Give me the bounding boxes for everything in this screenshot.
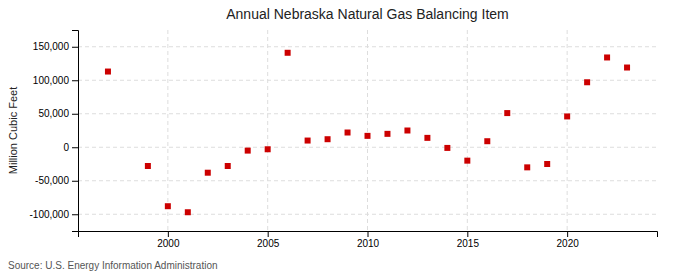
x-grid-line bbox=[167, 30, 168, 231]
x-axis: 2000 2005 2010 2015 2020 bbox=[79, 231, 658, 249]
y-tick-mark bbox=[72, 114, 78, 115]
x-grid-line bbox=[467, 30, 468, 231]
plot-area: 2000 2005 2010 2015 2020 -100,000 -50,000 0 50,0… bbox=[30, 30, 658, 249]
point bbox=[245, 148, 251, 154]
y-tick: 50,000 bbox=[38, 108, 78, 119]
x-grid-line bbox=[567, 30, 568, 231]
source: Source: U.S. Energy Information Administ… bbox=[8, 260, 218, 271]
point bbox=[424, 135, 430, 141]
y-tick-mark bbox=[72, 80, 78, 81]
y-tick-mark bbox=[72, 47, 78, 48]
point bbox=[484, 138, 490, 144]
point bbox=[305, 138, 311, 144]
point bbox=[265, 146, 271, 152]
point bbox=[504, 110, 510, 116]
grid bbox=[78, 30, 657, 231]
y-tick: 0 bbox=[63, 142, 78, 153]
x-tick: 2020 bbox=[557, 231, 580, 249]
point bbox=[145, 163, 151, 169]
title: Annual Nebraska Natural Gas Balancing It… bbox=[226, 6, 508, 22]
y-tick: -50,000 bbox=[35, 175, 78, 186]
x-axis-line bbox=[79, 232, 658, 238]
x-tick: 2010 bbox=[357, 231, 380, 249]
point bbox=[584, 79, 590, 85]
y-tick-label: -100,000 bbox=[30, 209, 70, 220]
point bbox=[345, 130, 351, 136]
y-tick-mark bbox=[72, 214, 78, 215]
x-tick-mark bbox=[268, 231, 269, 237]
y-axis-label: Million Cubic Feet bbox=[7, 87, 19, 174]
x-tick-label: 2000 bbox=[157, 238, 180, 249]
point bbox=[165, 203, 171, 209]
y-tick: 100,000 bbox=[33, 75, 78, 86]
point bbox=[384, 131, 390, 137]
x-grid-line bbox=[267, 30, 268, 231]
x-tick-mark bbox=[368, 231, 369, 237]
x-tick: 2000 bbox=[157, 231, 180, 249]
point bbox=[604, 54, 610, 60]
y-tick-label: 150,000 bbox=[33, 41, 70, 52]
point bbox=[225, 163, 231, 169]
point bbox=[404, 128, 410, 134]
x-tick-mark bbox=[567, 231, 568, 237]
y-tick-mark bbox=[72, 181, 78, 182]
x-tick-label: 2005 bbox=[257, 238, 280, 249]
x-tick-label: 2015 bbox=[457, 238, 480, 249]
y-tick-label: 50,000 bbox=[38, 108, 69, 119]
y-axis: -100,000 -50,000 0 50,000 100,000 150,000 bbox=[30, 31, 79, 232]
y-tick-label: 0 bbox=[63, 142, 69, 153]
point bbox=[524, 164, 530, 170]
x-tick-label: 2020 bbox=[557, 238, 580, 249]
x-tick: 2005 bbox=[257, 231, 280, 249]
point bbox=[544, 161, 550, 167]
point bbox=[105, 69, 111, 75]
x-grid-line bbox=[367, 30, 368, 231]
x-tick-mark bbox=[168, 231, 169, 237]
point bbox=[365, 133, 371, 139]
point bbox=[444, 145, 450, 151]
y-axis-line bbox=[72, 31, 79, 232]
x-tick: 2015 bbox=[457, 231, 480, 249]
point bbox=[185, 209, 191, 215]
point bbox=[624, 65, 630, 71]
y-grid-line bbox=[78, 147, 657, 148]
point bbox=[205, 170, 211, 176]
y-tick-label: 100,000 bbox=[33, 75, 70, 86]
y-tick-mark bbox=[72, 147, 78, 148]
y-tick: -100,000 bbox=[30, 209, 78, 220]
chart: 2000 2005 2010 2015 2020 -100,000 -50,000 0 50,0… bbox=[0, 0, 675, 275]
point bbox=[464, 158, 470, 164]
x-tick-mark bbox=[467, 231, 468, 237]
point bbox=[564, 113, 570, 119]
y-tick-label: -50,000 bbox=[35, 175, 69, 186]
points bbox=[105, 50, 630, 215]
x-tick-label: 2010 bbox=[357, 238, 380, 249]
y-tick: 150,000 bbox=[33, 41, 78, 52]
point bbox=[325, 136, 331, 142]
point bbox=[285, 50, 291, 56]
